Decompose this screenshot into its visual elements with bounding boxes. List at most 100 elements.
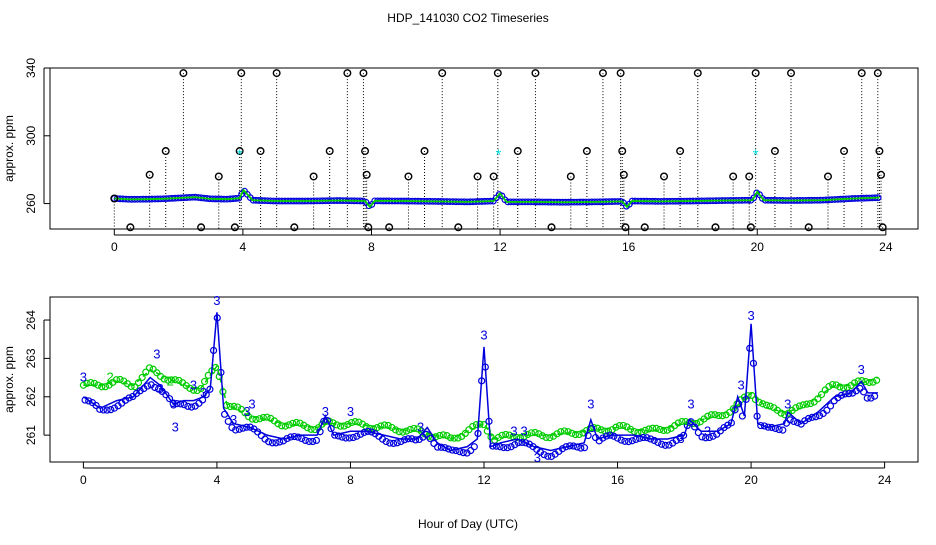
green-point	[678, 417, 686, 426]
raw-point	[290, 223, 299, 232]
blue-point	[705, 433, 713, 442]
series-number-label: 3	[704, 423, 711, 438]
green-point	[560, 427, 569, 435]
green-point	[226, 402, 234, 411]
raw-point	[256, 147, 265, 156]
series-number-label: 3	[858, 362, 865, 377]
blue-point	[85, 397, 93, 405]
raw-point	[823, 172, 832, 181]
raw-point	[660, 172, 669, 181]
green-point	[759, 400, 767, 408]
blue-point	[522, 439, 530, 447]
green-point	[142, 368, 150, 376]
top-x-tick-label: 8	[368, 240, 375, 254]
blue-point	[151, 383, 159, 392]
blue-point	[790, 417, 798, 426]
raw-point	[197, 223, 206, 232]
green-point	[865, 378, 873, 387]
blue-point	[202, 391, 210, 399]
blue-point	[327, 425, 335, 433]
green-point	[98, 383, 106, 391]
green-point	[90, 379, 99, 387]
series-number-label: 3	[230, 412, 237, 427]
series-number-label: 3	[677, 431, 684, 446]
raw-point	[513, 147, 522, 156]
raw-point	[566, 172, 575, 181]
blue-point	[224, 417, 232, 426]
green-point	[843, 383, 851, 391]
green-point	[234, 403, 242, 411]
green-point	[263, 413, 271, 421]
green-point	[413, 425, 422, 433]
blue-point	[154, 385, 163, 393]
series-number-label: 3	[534, 450, 541, 465]
green-point	[564, 428, 572, 436]
raw-point	[746, 223, 755, 232]
green-point	[645, 425, 653, 433]
blue-point	[470, 443, 478, 451]
top-y-tick-label: 260	[24, 193, 38, 213]
blue-point	[433, 443, 442, 451]
green-point	[241, 409, 249, 417]
blue-point	[165, 395, 174, 403]
green-point	[101, 383, 110, 391]
green-point	[850, 379, 859, 387]
green-point	[524, 430, 532, 439]
raw-point	[214, 172, 223, 181]
series-number-label: 2	[106, 370, 113, 385]
blue-point	[544, 452, 552, 460]
raw-point	[640, 223, 649, 232]
blue-point	[265, 438, 273, 446]
blue-point	[826, 402, 835, 410]
green-point	[494, 433, 502, 442]
blue-point	[610, 432, 618, 440]
blue-point	[187, 403, 196, 411]
raw-point	[362, 170, 371, 179]
raw-point	[616, 69, 625, 78]
raw-point	[272, 69, 281, 78]
raw-point	[711, 223, 720, 232]
bottom-y-tick-label: 262	[24, 386, 38, 406]
raw-point	[531, 69, 540, 78]
raw-point	[878, 223, 887, 232]
green-point	[652, 424, 660, 432]
green-point	[87, 378, 95, 387]
blue-point	[411, 436, 420, 444]
blue-point	[540, 451, 548, 459]
raw-point	[110, 194, 119, 203]
raw-point	[235, 147, 244, 156]
raw-point	[751, 69, 760, 78]
series-number-label: 3	[172, 419, 179, 434]
blue-point	[305, 437, 313, 446]
green-point	[704, 412, 712, 420]
green-point	[340, 422, 348, 430]
blue-point	[301, 436, 309, 445]
green-point	[648, 424, 657, 432]
blue-point	[393, 439, 401, 447]
blue-point	[382, 437, 390, 446]
cyan-marker: *	[496, 146, 502, 163]
green-point	[814, 395, 822, 403]
top-x-tick-label: 20	[751, 240, 765, 254]
bottom-y-tick-label: 261	[24, 425, 38, 445]
green-point	[259, 413, 267, 422]
raw-point	[359, 69, 368, 78]
series-number-label: 3	[784, 396, 791, 411]
raw-point	[126, 223, 135, 232]
blue-point	[786, 416, 794, 424]
blue-point	[661, 441, 669, 449]
blue-point	[184, 402, 192, 410]
green-point	[777, 409, 785, 417]
blue-point	[180, 401, 188, 409]
green-point	[612, 423, 620, 431]
blue-point	[500, 443, 508, 452]
raw-point	[385, 223, 394, 232]
blue-point	[801, 417, 809, 425]
green-point	[817, 390, 826, 399]
raw-point	[582, 147, 591, 156]
blue-point	[863, 394, 871, 402]
blue-point	[760, 422, 769, 430]
blue-point	[143, 382, 152, 390]
series-number-label: 3	[747, 308, 754, 323]
